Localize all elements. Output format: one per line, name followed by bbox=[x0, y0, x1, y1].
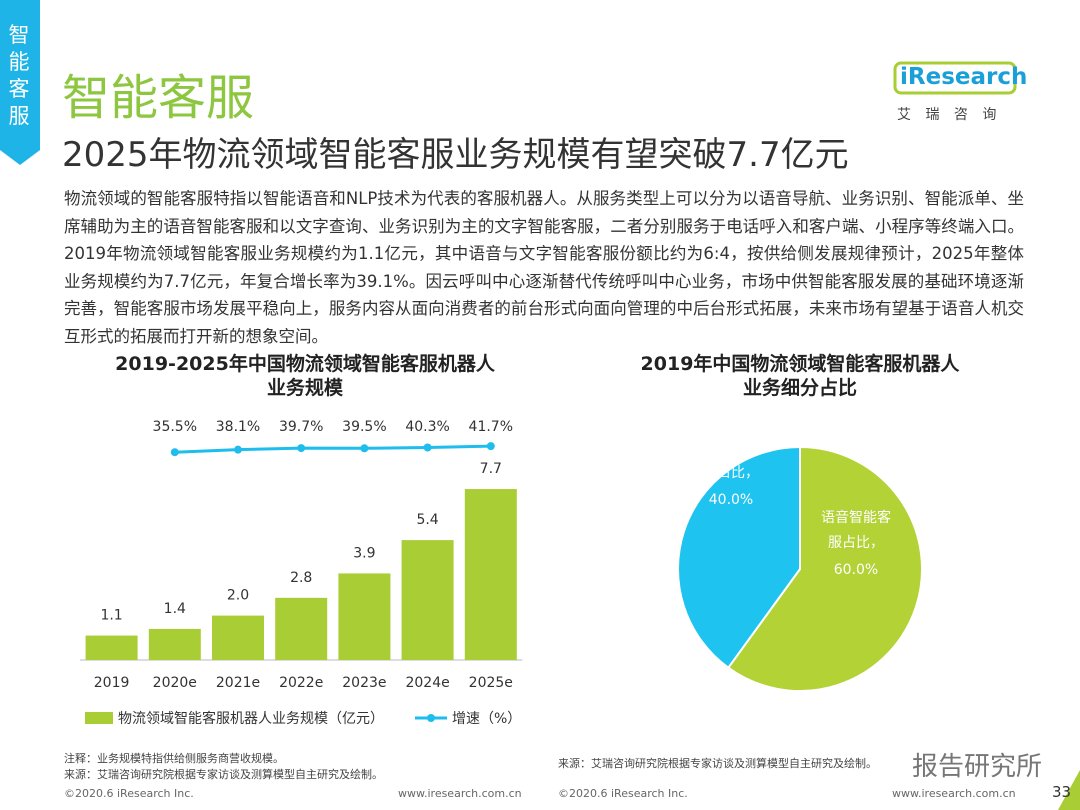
bar bbox=[275, 597, 328, 660]
data-label: 1.1 bbox=[100, 608, 122, 624]
footnote: 注释：业务规模特指供给侧服务商营收规模。 bbox=[64, 752, 284, 765]
data-label: 5.4 bbox=[416, 512, 438, 528]
line-point bbox=[486, 442, 495, 451]
footnote: 来源：艾瑞咨询研究院根据专家访谈及测算模型自主研究及绘制。 bbox=[558, 757, 870, 770]
data-label: 3.9 bbox=[353, 545, 375, 561]
sidebar-label: 智能客服 bbox=[8, 23, 30, 128]
x-tick-label: 2025e bbox=[469, 675, 513, 691]
url: www.iresearch.com.cn bbox=[398, 787, 522, 800]
corner-decoration bbox=[1058, 770, 1080, 810]
line-point bbox=[423, 443, 432, 452]
x-tick-label: 2019 bbox=[94, 675, 130, 691]
header-subtitle: 2025年物流领域智能客服业务规模有望突破7.7亿元 bbox=[62, 135, 849, 175]
legend-swatch bbox=[85, 712, 113, 724]
legend-swatch bbox=[427, 714, 435, 722]
line bbox=[174, 444, 491, 454]
bar bbox=[401, 540, 454, 660]
data-label: 35.5% bbox=[153, 419, 197, 435]
pie-slice bbox=[677, 445, 801, 670]
bar bbox=[464, 489, 517, 660]
chart-title: 2019年中国物流领域智能客服机器人 业务细分占比 bbox=[640, 353, 960, 399]
data-label: 1.4 bbox=[164, 601, 186, 617]
bar bbox=[148, 628, 201, 660]
body-text: 物流领域的智能客服特指以智能语音和NLP技术为代表的客服机器人。从服务类型上可以… bbox=[64, 189, 1024, 346]
logo-frame bbox=[893, 61, 1017, 95]
bar bbox=[85, 635, 138, 660]
legend-label: 增速（%） bbox=[452, 711, 521, 727]
slice-value-label: 40.0% bbox=[708, 492, 754, 508]
bar bbox=[212, 615, 264, 660]
line-point bbox=[360, 444, 369, 453]
chart-title: 2019-2025年中国物流领域智能客服机器人 业务规模 bbox=[115, 353, 495, 399]
page-number: 33 bbox=[1052, 783, 1072, 801]
watermark: 报告研究所 bbox=[912, 752, 1043, 782]
copyright: ©2020.6 iResearch Inc. bbox=[558, 787, 688, 800]
url: www.iresearch.com.cn bbox=[892, 787, 1016, 800]
data-label: 2.0 bbox=[227, 588, 249, 604]
slice-value-label: 60.0% bbox=[833, 562, 879, 578]
line-point bbox=[170, 448, 179, 457]
data-label: 2.8 bbox=[290, 570, 312, 586]
slice-label: 文字智能客 服占比， bbox=[696, 440, 766, 481]
copyright: ©2020.6 iResearch Inc. bbox=[64, 787, 194, 800]
sidebar-tab bbox=[0, 0, 40, 165]
data-label: 38.1% bbox=[216, 419, 260, 435]
data-label: 39.5% bbox=[342, 419, 386, 435]
line-point bbox=[234, 445, 242, 454]
legend-label: 物流领域智能客服机器人业务规模（亿元） bbox=[118, 710, 384, 727]
data-label: 39.7% bbox=[279, 419, 323, 435]
header-title: 智能客服 bbox=[62, 70, 255, 126]
bar bbox=[338, 573, 391, 660]
logo-tagline: 艾 瑞 咨 询 bbox=[897, 107, 997, 123]
pie-slice bbox=[726, 445, 923, 692]
x-tick-label: 2020e bbox=[153, 675, 197, 691]
logo-name: iResearch bbox=[900, 64, 1028, 90]
x-tick-label: 2022e bbox=[279, 675, 323, 691]
data-label: 7.7 bbox=[480, 461, 502, 477]
line-point bbox=[297, 444, 306, 453]
footnote: 来源：艾瑞咨询研究院根据专家访谈及测算模型自主研究及绘制。 bbox=[64, 768, 383, 781]
x-tick-label: 2021e bbox=[216, 675, 260, 691]
x-tick-label: 2023e bbox=[342, 675, 386, 691]
x-tick-label: 2024e bbox=[405, 675, 449, 691]
data-label: 41.7% bbox=[469, 419, 513, 435]
slice-label: 语音智能客 服占比， bbox=[821, 510, 891, 551]
data-label: 40.3% bbox=[405, 419, 449, 435]
